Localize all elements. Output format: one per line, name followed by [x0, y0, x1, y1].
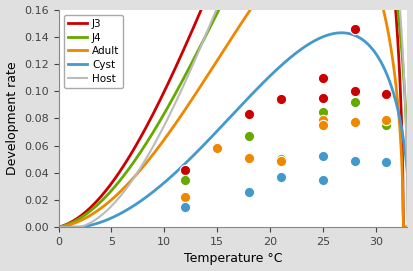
Host	[92, 218, 97, 222]
Point	[320, 154, 326, 159]
Line: Adult: Adult	[59, 0, 413, 227]
Point	[351, 27, 358, 31]
Host	[212, 12, 217, 16]
Point	[182, 205, 189, 209]
Point	[320, 96, 326, 100]
Point	[320, 75, 326, 80]
Host	[199, 43, 204, 46]
J4	[212, 17, 217, 20]
Point	[214, 146, 221, 150]
Point	[351, 158, 358, 163]
Line: J3: J3	[59, 0, 413, 227]
Point	[277, 157, 284, 161]
Line: J4: J4	[59, 0, 413, 227]
X-axis label: Temperature °C: Temperature °C	[184, 253, 282, 265]
Point	[246, 112, 252, 117]
Point	[320, 116, 326, 121]
Point	[320, 123, 326, 127]
J4	[199, 42, 204, 45]
Point	[383, 160, 389, 164]
J3	[92, 202, 97, 205]
Adult	[56, 225, 61, 229]
Cyst	[339, 31, 344, 34]
Adult	[199, 83, 204, 86]
Legend: J3, J4, Adult, Cyst, Host: J3, J4, Adult, Cyst, Host	[64, 15, 123, 88]
J3	[199, 7, 204, 10]
Point	[214, 146, 221, 150]
Point	[277, 158, 284, 163]
Cyst	[339, 31, 344, 34]
Point	[383, 118, 389, 122]
Line: Host: Host	[59, 0, 413, 227]
Point	[277, 97, 284, 101]
Point	[383, 92, 389, 96]
Cyst	[199, 145, 204, 149]
Cyst	[212, 132, 217, 135]
J3	[56, 225, 61, 229]
Point	[277, 175, 284, 179]
J4	[92, 206, 97, 209]
Host	[56, 225, 61, 229]
Point	[182, 168, 189, 172]
Point	[351, 120, 358, 125]
J4	[56, 225, 61, 229]
Point	[320, 118, 326, 122]
Point	[383, 123, 389, 127]
Point	[246, 134, 252, 138]
J4	[410, 225, 413, 229]
Line: Cyst: Cyst	[59, 33, 413, 227]
Point	[351, 100, 358, 104]
Point	[182, 195, 189, 199]
Point	[320, 178, 326, 182]
Point	[246, 112, 252, 117]
J3	[410, 225, 413, 229]
Y-axis label: Development rate: Development rate	[5, 62, 19, 175]
Point	[246, 190, 252, 194]
Adult	[212, 63, 217, 66]
Cyst	[299, 47, 304, 50]
Adult	[92, 211, 97, 214]
Point	[320, 109, 326, 114]
Adult	[410, 225, 413, 229]
Cyst	[56, 225, 61, 229]
Cyst	[410, 225, 413, 229]
Point	[246, 156, 252, 160]
Host	[410, 225, 413, 229]
Point	[182, 178, 189, 182]
Cyst	[92, 222, 97, 226]
Cyst	[332, 32, 337, 35]
Point	[351, 89, 358, 93]
